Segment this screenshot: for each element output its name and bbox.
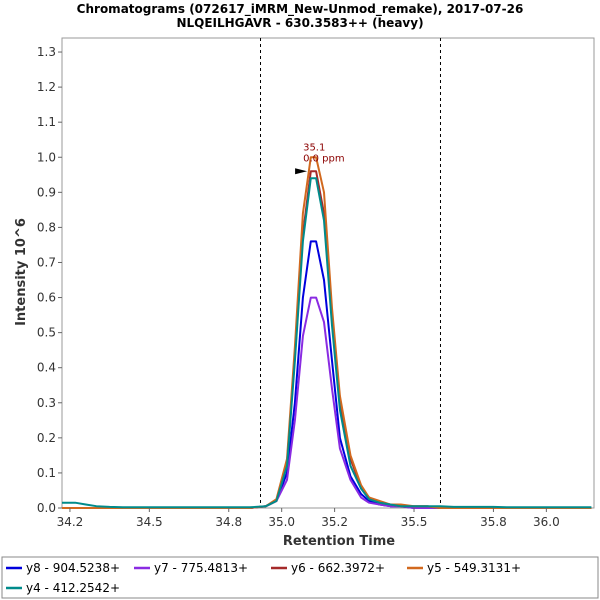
- x-tick-label: 35.5: [401, 515, 428, 529]
- legend-entry: y5 - 549.3131+: [427, 561, 521, 575]
- y-tick-label: 1.0: [37, 150, 56, 164]
- y-axis: 0.0 0.1 0.2 0.3 0.4 0.5 0.6 0.7 0.8 0.9 1.0 1.1 1.2 1…: [37, 45, 62, 515]
- x-tick-label: 34.8: [215, 515, 242, 529]
- y-axis-label: Intensity 10^6: [14, 218, 29, 326]
- peak-ppm-label: 0.0 ppm: [303, 153, 345, 164]
- x-tick-label: 35.8: [480, 515, 507, 529]
- y-tick-label: 0.3: [37, 396, 56, 410]
- x-tick-label: 34.2: [57, 515, 84, 529]
- x-tick-label: 34.5: [136, 515, 163, 529]
- x-tick-label: 35.2: [321, 515, 348, 529]
- chart-title: Chromatograms (072617_iMRM_New-Unmod_rem…: [77, 2, 524, 17]
- integration-boundaries: [260, 38, 441, 508]
- series-lines: [62, 156, 592, 509]
- y-tick-label: 0.5: [37, 326, 56, 340]
- x-axis: 34.2 34.5 34.8 35.0 35.2 35.5 35.8 36.0: [57, 508, 560, 529]
- y-tick-label: 0.6: [37, 291, 56, 305]
- y-tick-label: 0.9: [37, 185, 56, 199]
- peak-marker-arrow: [295, 168, 308, 175]
- peak-retention-label: 35.1: [303, 142, 325, 153]
- y-tick-label: 0.7: [37, 255, 56, 269]
- y-tick-label: 0.4: [37, 361, 56, 375]
- legend-entry: y6 - 662.3972+: [291, 561, 385, 575]
- y-tick-label: 1.3: [37, 45, 56, 59]
- legend: y8 - 904.5238+ y7 - 775.4813+ y6 - 662.397…: [6, 561, 521, 595]
- legend-entry: y7 - 775.4813+: [154, 561, 248, 575]
- x-tick-label: 36.0: [533, 515, 560, 529]
- chart-subtitle: NLQEILHGAVR - 630.3583++ (heavy): [176, 16, 423, 30]
- y-tick-label: 0.8: [37, 220, 56, 234]
- legend-entry: y4 - 412.2542+: [26, 581, 120, 595]
- y-tick-label: 0.1: [37, 466, 56, 480]
- legend-box: [1, 556, 599, 599]
- legend-entry: y8 - 904.5238+: [26, 561, 120, 575]
- y-tick-label: 1.2: [37, 80, 56, 94]
- series-line-4: [62, 177, 592, 509]
- y-tick-label: 1.1: [37, 115, 56, 129]
- x-tick-label: 35.0: [268, 515, 295, 529]
- x-axis-label: Retention Time: [283, 534, 395, 549]
- y-tick-label: 0.2: [37, 431, 56, 445]
- y-tick-label: 0.0: [37, 501, 56, 515]
